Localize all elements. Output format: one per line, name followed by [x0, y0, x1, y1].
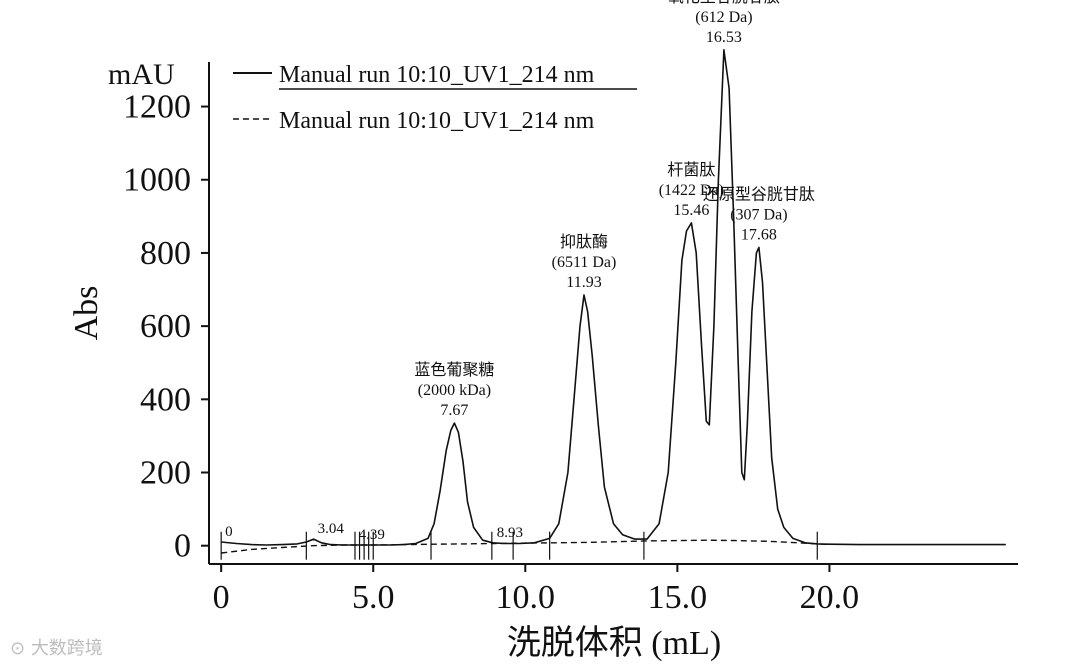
y-tick-label: 400: [140, 381, 191, 418]
y-tick-label: 1000: [123, 162, 191, 199]
x-tick-label: 20.0: [800, 579, 860, 616]
peak-retention-label: 17.68: [741, 226, 777, 243]
peak-retention-label: 15.46: [673, 202, 709, 219]
retention-minor-label: 0: [225, 524, 233, 540]
peak-mw-label: (2000 kDa): [418, 382, 491, 399]
y-unit-label: mAU: [108, 58, 175, 91]
series-line-solid: [221, 49, 1006, 546]
peak-retention-label: 7.67: [440, 402, 468, 419]
retention-minor-label: 8.93: [497, 525, 523, 541]
y-tick-label: 1200: [123, 89, 191, 126]
watermark-logo: ⊙ 大数跨境: [10, 638, 103, 659]
chart-labels: 蓝色葡聚糖 (2000 kDa) 7.67 抑肽酶 (6511 Da) 11.93 杆菌肽 (…: [225, 0, 815, 543]
series-line-dashed: [221, 539, 830, 554]
peak-name-label: 氧化型谷胱甘肽: [668, 0, 780, 6]
peak-name-label: 蓝色葡聚糖: [414, 361, 494, 379]
x-tick-label: 15.0: [648, 579, 708, 616]
peak-mw-label: (1422 Da): [659, 182, 724, 199]
watermark-icon: ⊙: [10, 638, 31, 659]
x-tick-label: 10.0: [496, 579, 556, 616]
y-tick-label: 800: [140, 235, 191, 272]
peak-mw-label: (612 Da): [695, 9, 752, 26]
peak-retention-label: 11.93: [566, 274, 601, 291]
legend-item-solid: Manual run 10:10_UV1_214 nm: [279, 62, 595, 88]
retention-minor-label: 3.04: [318, 521, 345, 537]
peak-mw-label: (6511 Da): [552, 254, 617, 271]
y-tick-label: 200: [140, 455, 191, 492]
plot-area: [220, 49, 1006, 560]
y-axis-title: Abs: [68, 286, 105, 341]
x-tick-label: 5.0: [352, 579, 395, 616]
peak-mw-label: (307 Da): [730, 206, 787, 223]
peak-name-label: 还原型谷胱甘肽: [703, 185, 815, 203]
legend: Manual run 10:10_UV1_214 nm Manual run 1…: [233, 62, 637, 134]
y-tick-label: 0: [174, 528, 191, 565]
y-tick-label: 600: [140, 308, 191, 345]
peak-name-label: 杆菌肽: [667, 161, 715, 179]
peak-name-label: 抑肽酶: [560, 233, 608, 251]
axis-ticks: 0 200 400 600 800 1000 1200 0 5.0 10.0 15.0 20.0: [123, 89, 859, 616]
x-tick-label: 0: [213, 579, 230, 616]
retention-minor-label: 4.39: [359, 527, 385, 543]
peak-retention-label: 16.53: [706, 29, 742, 46]
legend-item-dashed: Manual run 10:10_UV1_214 nm: [279, 108, 595, 134]
x-axis-title: 洗脱体积 (mL): [507, 624, 721, 662]
axes: [208, 62, 1018, 565]
